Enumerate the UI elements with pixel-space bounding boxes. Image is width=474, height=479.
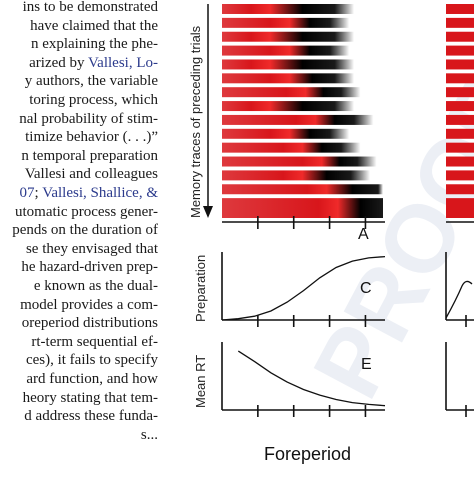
text-segment: ins to be demonstrated (22, 0, 158, 15)
panel-e-mean-rt (221, 342, 386, 417)
text-line: toring process, which (29, 91, 158, 109)
text-segment: Vallesi and colleagues (24, 166, 158, 183)
text-line: pends on the duration of (12, 221, 158, 239)
text-segment: ard function, and how (26, 371, 158, 387)
text-line: rt-term sequential ef- (31, 333, 158, 351)
memory-trace (222, 101, 383, 112)
text-segment: utomatic process gener- (15, 203, 158, 220)
memory-trace-partial (446, 114, 474, 125)
text-segment: e known as the dual- (33, 278, 158, 294)
text-line: he hazard-driven prep- (21, 258, 158, 276)
memory-trace-partial (446, 198, 474, 218)
panel-c-ylabel: Preparation (193, 254, 208, 322)
text-line: d address these funda- (24, 407, 158, 425)
panel-a-letter: A (358, 226, 369, 243)
memory-trace-partial (446, 17, 474, 28)
text-segment: timize behavior (. . .)” (25, 129, 158, 146)
memory-trace-partial (446, 4, 474, 14)
memory-trace-partial (446, 128, 474, 139)
text-segment: he hazard-driven prep- (21, 259, 158, 276)
text-segment: model provides a com- (20, 296, 158, 313)
memory-trace (222, 17, 383, 28)
panel-e-ylabel: Mean RT (193, 354, 208, 408)
memory-trace-partial (446, 170, 474, 181)
text-segment: rt-term sequential ef- (31, 333, 158, 350)
text-line: heory stating that tem- (23, 389, 158, 407)
text-segment: ces), it fails to specify (25, 352, 158, 369)
memory-trace (222, 59, 383, 70)
time-arrow-head (203, 206, 213, 218)
x-axis-label: Foreperiod (264, 444, 352, 464)
text-line: se they envisaged that (26, 240, 158, 258)
text-segment: nal probability of stim- (19, 110, 158, 127)
memory-trace (222, 87, 383, 98)
panel-c-letter: C (360, 280, 372, 297)
text-line: n explaining the phe- (31, 35, 158, 53)
preparation-curve (221, 255, 386, 321)
text-line: e known as the dual- (34, 277, 158, 295)
text-segment: pends on the duration of (12, 222, 158, 239)
memory-trace-partial (446, 142, 474, 153)
memory-trace (222, 128, 383, 139)
memory-trace-partial (446, 184, 474, 195)
text-segment: oreperiod distributions (21, 315, 158, 332)
citation-link[interactable]: 07 (19, 185, 35, 201)
memory-trace-partial (446, 101, 474, 112)
text-line: oreperiod distributions (22, 314, 158, 332)
memory-trace (222, 114, 383, 125)
article-text-column: ins to be demonstrated have claimed that … (0, 0, 172, 474)
text-line: arized by Vallesi, Lo- (29, 54, 158, 72)
memory-trace (222, 45, 383, 56)
memory-trace (222, 184, 383, 195)
panel-e-letter: E (361, 356, 372, 373)
panel-c-preparation (221, 252, 386, 327)
mean-rt-curve (237, 350, 386, 407)
memory-trace-partial (446, 156, 474, 167)
memory-trace (222, 170, 383, 181)
text-line: nal probability of stim- (19, 110, 158, 128)
text-segment: toring process, which (29, 92, 158, 108)
text-line: ins to be demonstrated (23, 0, 158, 16)
text-segment: n temporal preparation (21, 147, 158, 164)
text-line: n temporal preparation (21, 147, 158, 165)
memory-trace-partial (446, 59, 474, 70)
text-line: Vallesi and colleagues (25, 165, 158, 183)
memory-trace (222, 73, 383, 84)
partial-curve (445, 280, 473, 319)
right-panels-edge (445, 4, 474, 417)
text-segment: d address these funda- (24, 408, 158, 425)
text-segment: ; (34, 185, 43, 201)
panel-a-ylabel: Memory traces of preceding trials (188, 25, 203, 218)
text-segment: n explaining the phe- (30, 36, 158, 53)
text-line: model provides a com- (20, 296, 158, 314)
text-line: ard function, and how (26, 370, 158, 388)
memory-trace (222, 198, 383, 218)
citation-link[interactable]: Vallesi, Lo- (88, 54, 158, 71)
memory-trace-partial (446, 73, 474, 84)
citation-link[interactable]: Vallesi, Shallice, & (42, 185, 158, 201)
memory-trace (222, 31, 383, 42)
panel-a-traces (203, 4, 385, 229)
text-segment: have claimed that the (30, 17, 158, 34)
text-segment: y authors, the variable (24, 73, 158, 90)
text-line: ces), it fails to specify (26, 351, 158, 369)
text-line: utomatic process gener- (15, 203, 158, 221)
memory-trace (222, 156, 383, 167)
text-line: timize behavior (. . .)” (25, 128, 158, 146)
text-line: y authors, the variable (25, 72, 158, 90)
text-line: s... (141, 426, 158, 444)
text-line: have claimed that the (30, 17, 158, 35)
text-segment: se they envisaged that (25, 240, 158, 257)
memory-trace (222, 142, 383, 153)
text-segment: arized by (29, 54, 89, 71)
text-segment: s... (140, 426, 158, 443)
memory-trace-partial (446, 87, 474, 98)
memory-trace-partial (446, 45, 474, 56)
memory-trace-partial (446, 31, 474, 42)
memory-trace (222, 4, 383, 14)
text-segment: heory stating that tem- (22, 389, 158, 406)
text-line: 07; Vallesi, Shallice, & (20, 184, 158, 202)
